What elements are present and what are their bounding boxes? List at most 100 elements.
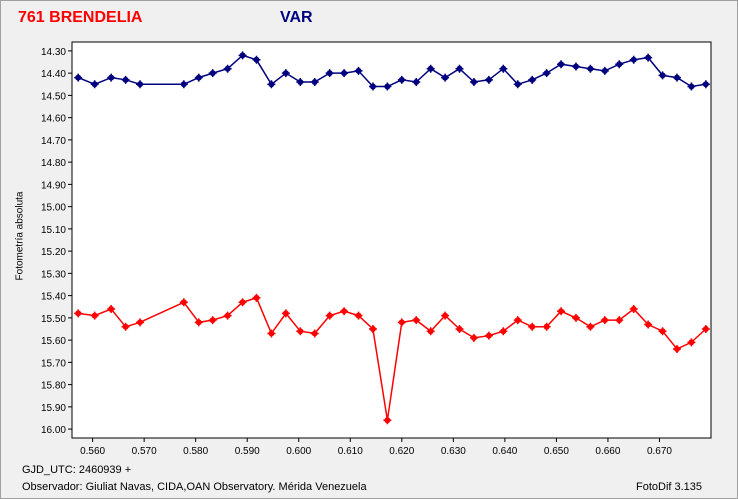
var-data-point (397, 75, 406, 84)
y-tick-label: 15.40 (41, 292, 66, 303)
comp-data-point (586, 322, 595, 331)
comp-data-point (121, 322, 130, 331)
var-data-point (687, 82, 696, 91)
var-data-point (469, 78, 478, 87)
comp-data-point (397, 318, 406, 327)
y-tick-label: 14.40 (41, 69, 66, 80)
var-data-point (340, 69, 349, 78)
comp-data-point (194, 318, 203, 327)
y-tick-label: 14.70 (41, 136, 66, 147)
observer-label: Observador: Giuliat Navas, CIDA,OAN Obse… (22, 481, 367, 493)
var-data-point (658, 71, 667, 80)
comp-data-point (571, 313, 580, 322)
var-data-point (615, 60, 624, 69)
x-tick-label: 0.670 (647, 446, 672, 457)
var-data-point (325, 69, 334, 78)
comp-data-point (455, 324, 464, 333)
comp-data-point (557, 307, 566, 316)
gjd-label: GJD_UTC: 2460939 + (22, 464, 132, 476)
var-data-point (107, 73, 116, 82)
var-data-point (455, 64, 464, 73)
var-data-point (368, 82, 377, 91)
comp-data-point (325, 311, 334, 320)
var-data-point (629, 55, 638, 64)
y-tick-label: 14.80 (41, 158, 66, 169)
comp-data-point (267, 329, 276, 338)
var-data-point (74, 73, 83, 82)
y-tick-label: 15.60 (41, 336, 66, 347)
comp-data-point (383, 416, 392, 425)
x-tick-label: 0.640 (492, 446, 517, 457)
y-tick-label: 14.60 (41, 114, 66, 125)
comp-data-point (354, 311, 363, 320)
var-data-point (600, 66, 609, 75)
var-data-point (252, 55, 261, 64)
comp-data-point (513, 316, 522, 325)
var-data-point (194, 73, 203, 82)
comp-data-point (600, 316, 609, 325)
comp-data-point (238, 298, 247, 307)
x-tick-label: 0.600 (286, 446, 311, 457)
comp-data-point (672, 345, 681, 354)
var-data-point (644, 53, 653, 62)
comp-data-point (252, 293, 261, 302)
comp-data-point (90, 311, 99, 320)
comp-data-point (296, 327, 305, 336)
comp-data-point (223, 311, 232, 320)
comp-data-point (310, 329, 319, 338)
var-data-point (354, 66, 363, 75)
var-data-point (542, 69, 551, 78)
comp-data-point (412, 316, 421, 325)
x-tick-label: 0.560 (80, 446, 105, 457)
object-title: 761 BRENDELIA (18, 9, 143, 26)
x-tick-label: 0.610 (338, 446, 363, 457)
var-data-point (513, 80, 522, 89)
comp-data-point (658, 327, 667, 336)
var-data-point (701, 80, 710, 89)
var-data-point (426, 64, 435, 73)
comp-data-point (136, 318, 145, 327)
comp-data-point (368, 324, 377, 333)
comp-data-point (687, 338, 696, 347)
x-tick-label: 0.580 (183, 446, 208, 457)
comp-data-point (469, 333, 478, 342)
comp-data-point (629, 304, 638, 313)
var-data-point (586, 64, 595, 73)
x-tick-label: 0.630 (441, 446, 466, 457)
plot-area (71, 41, 712, 439)
y-tick-label: 16.00 (41, 425, 66, 436)
var-data-point (208, 69, 217, 78)
comp-data-point (615, 316, 624, 325)
y-tick-label: 15.30 (41, 269, 66, 280)
y-tick-label: 15.00 (41, 203, 66, 214)
var-data-point (528, 75, 537, 84)
y-tick-label: 15.70 (41, 358, 66, 369)
var-data-point (90, 80, 99, 89)
var-data-point (571, 62, 580, 71)
y-tick-label: 14.50 (41, 91, 66, 102)
var-title: VAR (280, 9, 313, 26)
y-tick-label: 15.50 (41, 314, 66, 325)
y-tick-label: 14.30 (41, 47, 66, 58)
comp-data-point (528, 322, 537, 331)
y-tick-label: 15.90 (41, 403, 66, 414)
var-data-point (223, 64, 232, 73)
var-data-point (136, 80, 145, 89)
y-tick-label: 14.90 (41, 180, 66, 191)
var-data-point (557, 60, 566, 69)
var-data-point (499, 64, 508, 73)
var-data-point (238, 51, 247, 60)
comp-data-point (107, 304, 116, 313)
var-data-point (121, 75, 130, 84)
x-tick-label: 0.590 (235, 446, 260, 457)
var-data-point (267, 80, 276, 89)
var-data-point (281, 69, 290, 78)
comp-data-point (179, 298, 188, 307)
comp-data-point (499, 327, 508, 336)
comp-data-point (701, 324, 710, 333)
var-data-point (672, 73, 681, 82)
comp-data-point (441, 311, 450, 320)
comp-data-point (74, 309, 83, 318)
comp-data-point (542, 322, 551, 331)
